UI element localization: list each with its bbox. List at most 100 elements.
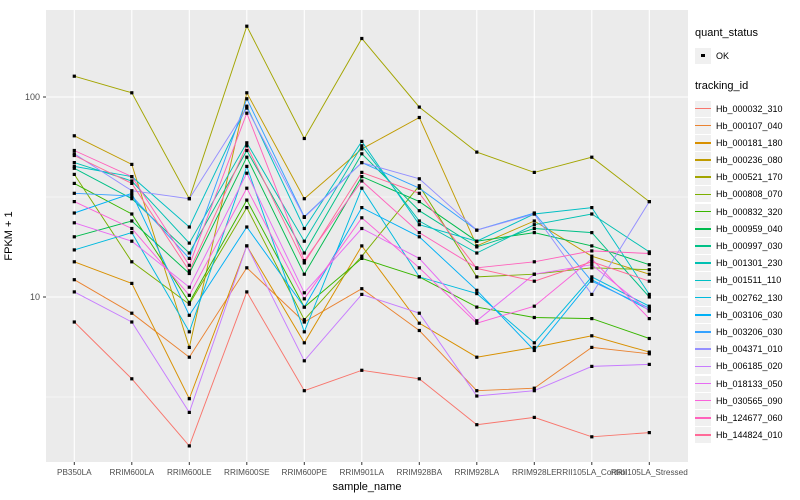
- legend-entry-Hb_000236_080: Hb_000236_080: [695, 152, 799, 169]
- data-point: [590, 260, 594, 264]
- data-point: [417, 105, 421, 109]
- x-tick-label: RRIM600LE: [167, 468, 212, 477]
- data-point: [130, 181, 134, 185]
- data-point: [72, 278, 76, 282]
- data-point: [360, 161, 364, 165]
- legend-label: Hb_000959_040: [716, 223, 783, 234]
- x-tick-label: RRIM600LA: [109, 468, 154, 477]
- data-point: [360, 292, 364, 296]
- legend-key: [695, 358, 711, 375]
- data-point: [417, 219, 421, 223]
- data-point: [475, 228, 479, 232]
- data-point: [360, 147, 364, 151]
- data-point: [590, 279, 594, 283]
- data-point: [360, 256, 364, 260]
- legend-label: Hb_000832_320: [716, 206, 783, 217]
- legend-entry-quant-ok: OK: [695, 47, 799, 64]
- legend-key: [695, 100, 711, 117]
- legend-label: Hb_001301_230: [716, 258, 783, 269]
- data-point: [72, 235, 76, 239]
- data-point: [475, 150, 479, 154]
- legend-entry-Hb_000181_180: Hb_000181_180: [695, 134, 799, 151]
- data-point: [187, 225, 191, 229]
- data-point: [187, 263, 191, 267]
- data-point: [590, 334, 594, 338]
- data-point: [532, 315, 536, 320]
- legend-entry-Hb_018133_050: Hb_018133_050: [695, 375, 799, 392]
- data-point: [417, 377, 421, 381]
- legend-title-quant-status: quant_status: [695, 27, 758, 39]
- legend-line-swatch-icon: [695, 279, 711, 282]
- legend-key: [695, 427, 711, 444]
- legend-entry-Hb_144824_010: Hb_144824_010: [695, 427, 799, 444]
- data-point: [360, 186, 364, 190]
- data-point: [590, 257, 594, 261]
- data-point: [590, 249, 594, 253]
- legend-key: [695, 289, 711, 306]
- legend-label: Hb_000107_040: [716, 120, 783, 131]
- data-point: [360, 254, 364, 258]
- data-point: [130, 179, 134, 183]
- data-point: [245, 155, 249, 159]
- legend-entry-Hb_030565_090: Hb_030565_090: [695, 392, 799, 409]
- data-point: [130, 239, 134, 243]
- legend-key: [695, 341, 711, 358]
- data-point: [417, 200, 421, 204]
- data-point: [72, 164, 76, 168]
- data-point: [187, 345, 191, 349]
- data-point: [245, 141, 249, 145]
- point-marker-icon: [701, 53, 705, 58]
- data-point: [187, 355, 191, 359]
- data-point: [245, 144, 249, 148]
- x-tick-label: RRIM600SE: [224, 468, 270, 477]
- data-point: [245, 104, 249, 108]
- legend-line-swatch-icon: [695, 365, 711, 368]
- data-point: [417, 191, 421, 195]
- legend-title-tracking-id: tracking_id: [695, 80, 749, 92]
- data-point: [245, 266, 249, 270]
- legend-entry-Hb_000808_070: Hb_000808_070: [695, 186, 799, 203]
- x-tick-label: RRIM928LE: [512, 468, 557, 477]
- data-point: [72, 320, 76, 324]
- data-point: [302, 259, 306, 263]
- data-point: [130, 311, 134, 315]
- data-point: [302, 239, 306, 243]
- data-point: [245, 171, 249, 175]
- data-point: [532, 170, 536, 174]
- y-tick-label: 10: [30, 292, 40, 302]
- data-point: [302, 305, 306, 309]
- legend-label: Hb_003206_030: [716, 326, 783, 337]
- legend-key: [695, 255, 711, 272]
- data-point: [360, 226, 364, 231]
- data-point: [590, 317, 594, 321]
- data-point: [590, 292, 594, 296]
- data-point: [302, 297, 306, 301]
- data-point: [475, 423, 479, 427]
- data-point: [245, 91, 249, 95]
- data-point: [245, 164, 249, 168]
- data-point: [187, 302, 191, 306]
- data-point: [130, 260, 134, 264]
- legend-label: Hb_000521_170: [716, 172, 783, 183]
- data-point: [187, 197, 191, 201]
- data-point: [590, 244, 594, 248]
- plot-panel: [46, 10, 688, 462]
- data-point: [647, 336, 651, 341]
- data-point: [417, 275, 421, 279]
- data-point: [130, 194, 134, 198]
- data-point: [360, 175, 364, 179]
- data-point: [360, 368, 364, 372]
- legend-key: [695, 409, 711, 426]
- data-point: [130, 162, 134, 166]
- x-tick-label: RRII105LA_Stressed: [611, 468, 688, 477]
- data-point: [245, 186, 249, 190]
- data-point: [417, 115, 421, 120]
- data-point: [590, 364, 594, 368]
- data-point: [475, 321, 479, 325]
- data-point: [647, 292, 651, 296]
- legend-key: [695, 134, 711, 151]
- legend-entry-Hb_000832_320: Hb_000832_320: [695, 203, 799, 220]
- x-tick-label: RRIM600PE: [282, 468, 328, 477]
